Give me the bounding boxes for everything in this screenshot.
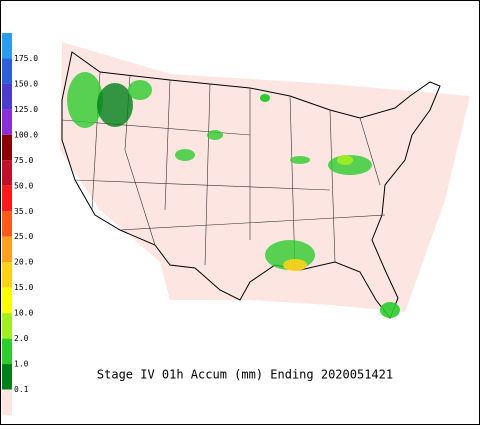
- legend-swatch: [2, 236, 12, 263]
- legend-swatch: [2, 389, 12, 415]
- legend-label: 75.0: [14, 156, 33, 165]
- legend-swatch: [2, 338, 12, 365]
- legend-label: 2.0: [14, 334, 29, 343]
- precip-areas: [67, 72, 400, 318]
- legend-swatch: [2, 134, 12, 161]
- legend-label: 25.0: [14, 232, 33, 241]
- legend-label: 150.0: [14, 79, 38, 88]
- legend-swatch: [2, 313, 12, 339]
- legend-swatch: [2, 185, 12, 212]
- legend-label: 1.0: [14, 360, 29, 369]
- legend-swatch: [2, 287, 12, 314]
- legend-label: 175.0: [14, 54, 38, 63]
- legend-label: 10.0: [14, 309, 33, 318]
- legend-swatch: [2, 262, 12, 288]
- legend-swatch: [2, 364, 12, 390]
- legend-swatch: [2, 211, 12, 237]
- legend-label: 20.0: [14, 258, 33, 267]
- legend-label: 125.0: [14, 105, 38, 114]
- legend-swatch: [2, 58, 12, 84]
- legend-label: 35.0: [14, 207, 33, 216]
- caption: Stage IV 01h Accum (mm) Ending 202005142…: [97, 368, 393, 382]
- legend-label: 0.1: [14, 385, 29, 394]
- legend-swatch: [2, 83, 12, 110]
- legend-swatch: [2, 33, 12, 59]
- legend-swatch: [2, 109, 12, 135]
- legend-swatch: [2, 160, 12, 186]
- domain-area: [60, 42, 470, 312]
- legend-label: 100.0: [14, 130, 38, 139]
- color-legend: 175.0 150.0 125.0 100.0 75.0 50.0 35.0 25.0 20.0…: [2, 33, 38, 415]
- legend-label: 15.0: [14, 283, 33, 292]
- legend-label: 50.0: [14, 181, 33, 190]
